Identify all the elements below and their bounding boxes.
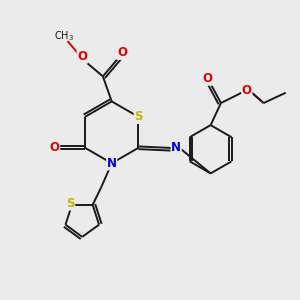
Text: O: O bbox=[77, 50, 87, 63]
Text: CH$_3$: CH$_3$ bbox=[54, 29, 74, 43]
Text: N: N bbox=[171, 141, 181, 154]
Text: O: O bbox=[117, 46, 127, 59]
Text: O: O bbox=[203, 72, 213, 85]
Text: S: S bbox=[134, 110, 143, 123]
Text: N: N bbox=[107, 157, 117, 170]
Text: O: O bbox=[50, 141, 60, 154]
Text: S: S bbox=[66, 197, 75, 210]
Text: O: O bbox=[242, 84, 252, 97]
